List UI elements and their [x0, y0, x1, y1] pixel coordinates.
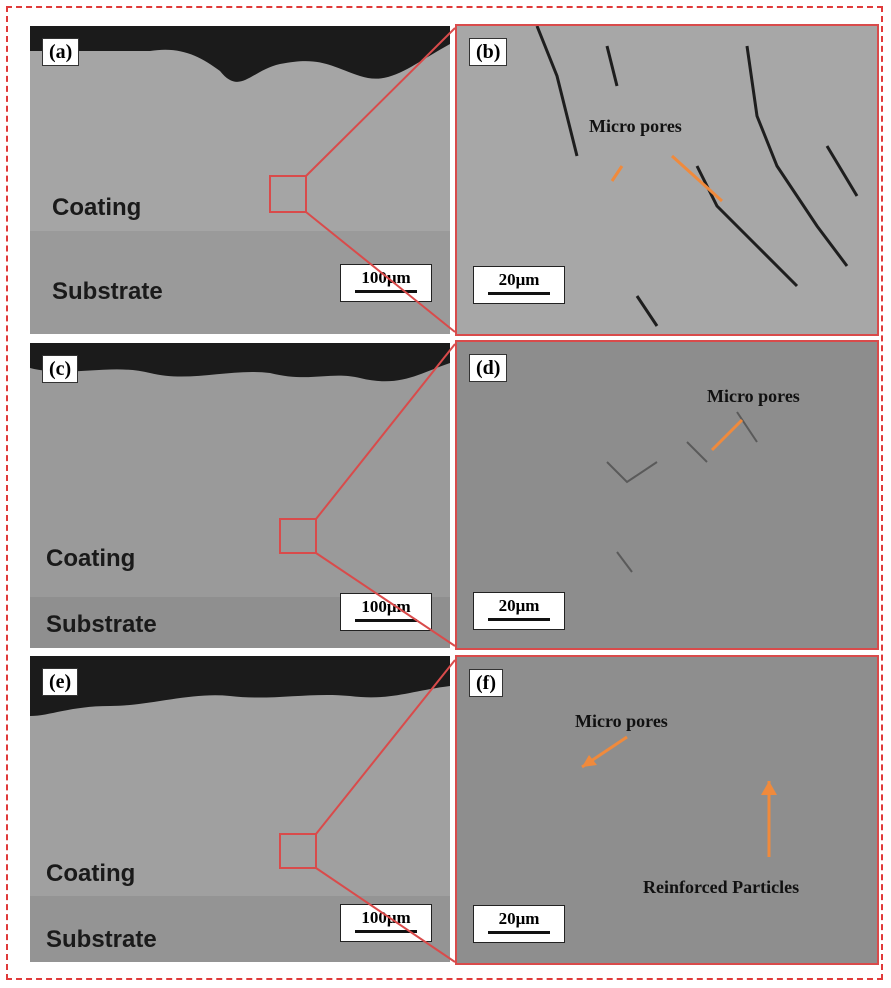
panel-f-texture	[581, 735, 777, 857]
panel-b-scalebar: 20μm	[473, 266, 565, 304]
panel-a-cross-section: (a) Coating Substrate 100μm	[30, 26, 450, 334]
panel-c-coating-label: Coating	[46, 545, 136, 572]
panel-b-annotation-micro-pores: Micro pores	[589, 116, 682, 136]
panel-f-annotation-reinforced-particles: Reinforced Particles	[643, 877, 800, 897]
panel-b-scale-text: 20μm	[498, 270, 540, 289]
panel-a-tag: (a)	[42, 38, 80, 66]
panel-c-tag: (c)	[42, 355, 79, 383]
panel-a-scale-text: 100μm	[361, 268, 411, 287]
panel-c-cross-section: (c) Coating Substrate 100μm	[30, 343, 450, 648]
panel-a-coating-label: Coating	[52, 194, 142, 221]
panel-b-tag: (b)	[469, 38, 508, 66]
panel-a-scalebar: 100μm	[340, 264, 432, 302]
panel-d-scale-text: 20μm	[498, 596, 540, 615]
panel-e-coating-label: Coating	[46, 860, 136, 887]
panel-c-substrate-label: Substrate	[46, 611, 157, 638]
panel-d-texture	[606, 411, 758, 573]
panel-f-tag: (f)	[469, 669, 503, 697]
panel-d-magnified: (d) Micro pores 20μm	[455, 340, 879, 650]
panel-b-texture	[535, 26, 859, 327]
panel-e-substrate-label: Substrate	[46, 926, 157, 953]
panel-e-scale-text: 100μm	[361, 908, 411, 927]
panel-e-tag: (e)	[42, 668, 79, 696]
panel-c-scale-text: 100μm	[361, 597, 411, 616]
panel-a-substrate-label: Substrate	[52, 278, 163, 305]
panel-d-scalebar: 20μm	[473, 592, 565, 630]
panel-d-tag: (d)	[469, 354, 508, 382]
panel-c-scalebar: 100μm	[340, 593, 432, 631]
panel-f-scale-text: 20μm	[498, 909, 540, 928]
dashed-figure-frame	[6, 6, 883, 980]
panel-d-annotation-micro-pores: Micro pores	[707, 386, 800, 406]
panel-b-magnified: (b) Micro pores 20μm	[455, 24, 879, 336]
panel-e-scalebar: 100μm	[340, 904, 432, 942]
panel-e-cross-section: (e) Coating Substrate 100μm	[30, 656, 450, 962]
panel-f-annotation-micro-pores: Micro pores	[575, 711, 668, 731]
panel-f-scalebar: 20μm	[473, 905, 565, 943]
panel-f-magnified: (f) Micro pores Reinforced Particles 20μ…	[455, 655, 879, 965]
